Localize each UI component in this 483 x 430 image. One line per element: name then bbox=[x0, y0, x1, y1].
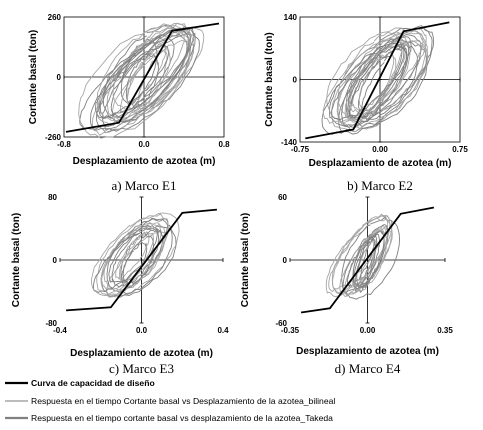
hysteresis-loop bbox=[90, 26, 196, 131]
chart-panel-2: -0.75 0.00 0.75 140 0 -140 Desplazamiento de a… bbox=[264, 13, 468, 193]
hysteresis-loop bbox=[96, 212, 180, 297]
y-tick-label: -60 bbox=[275, 319, 287, 328]
hysteresis-loop bbox=[93, 218, 169, 293]
x-tick-label: 0.0 bbox=[136, 326, 148, 335]
hysteresis-loop bbox=[122, 227, 164, 286]
chart-panel-3: -0.4 0.0 0.4 80 0 -80 Desplazamiento de azotea… bbox=[11, 193, 229, 376]
x-axis-label: Desplazamiento de azotea (m) bbox=[70, 348, 213, 359]
x-axis-label: Desplazamiento de azotea (m) bbox=[309, 158, 452, 169]
y-axis-label: Cortante basal (ton) bbox=[240, 213, 251, 307]
x-tick-label: 0.75 bbox=[452, 145, 468, 154]
x-tick-label: -0.4 bbox=[53, 326, 67, 335]
hysteresis-loop bbox=[331, 217, 393, 296]
hysteresis-loop bbox=[100, 222, 166, 295]
capacity-curve bbox=[305, 21, 450, 140]
hysteresis-loop bbox=[127, 48, 171, 113]
x-tick-label: -0.75 bbox=[291, 145, 310, 154]
hysteresis-loop bbox=[111, 227, 160, 288]
hysteresis-loops bbox=[90, 212, 180, 298]
legend-label: Curva de capacidad de diseño bbox=[31, 378, 155, 388]
hysteresis-loop bbox=[344, 224, 389, 297]
panel-caption: d) Marco E4 bbox=[335, 361, 401, 376]
hysteresis-loop bbox=[352, 235, 376, 287]
hysteresis-loop bbox=[79, 29, 191, 130]
hysteresis-loop bbox=[347, 41, 405, 119]
hysteresis-loop bbox=[332, 213, 391, 295]
y-tick-label: 0 bbox=[53, 256, 58, 265]
hysteresis-loop bbox=[111, 40, 195, 124]
hysteresis-loops bbox=[78, 22, 205, 139]
panel-caption: a) Marco E1 bbox=[112, 178, 177, 193]
hysteresis-loop bbox=[337, 31, 411, 117]
chart-panel-4: -0.35 0.00 0.35 60 0 -60 Desplazamiento de azo… bbox=[240, 193, 453, 376]
capacity-curve bbox=[65, 22, 220, 133]
hysteresis-loops bbox=[325, 213, 400, 300]
legend-label: Respuesta en el tiempo cortante basal vs… bbox=[31, 413, 333, 423]
y-tick-label: 0 bbox=[293, 76, 298, 85]
x-axis-label: Desplazamiento de azotea (m) bbox=[73, 156, 216, 167]
x-tick-label: 0.4 bbox=[217, 326, 229, 335]
x-tick-label: -0.35 bbox=[281, 326, 300, 335]
hysteresis-loop bbox=[125, 52, 159, 110]
capacity-curve bbox=[66, 208, 217, 312]
x-tick-label: -0.8 bbox=[57, 140, 71, 149]
x-tick-label: 0.00 bbox=[360, 326, 376, 335]
y-tick-label: -140 bbox=[281, 138, 298, 147]
y-tick-label: 260 bbox=[48, 13, 62, 22]
hysteresis-loop bbox=[342, 233, 378, 294]
hysteresis-loop bbox=[336, 39, 429, 130]
x-tick-label: 0.00 bbox=[372, 145, 388, 154]
y-tick-label: 60 bbox=[278, 193, 287, 202]
hysteresis-loop bbox=[328, 25, 433, 128]
panel-caption: b) Marco E2 bbox=[347, 178, 413, 193]
y-axis-label: Cortante basal (ton) bbox=[11, 213, 22, 307]
x-tick-label: 0.8 bbox=[218, 140, 230, 149]
hysteresis-loop bbox=[331, 36, 412, 121]
hysteresis-loop bbox=[330, 39, 427, 133]
hysteresis-loop bbox=[96, 23, 194, 122]
y-tick-label: 0 bbox=[57, 73, 62, 82]
capacity-curve bbox=[300, 206, 435, 314]
legend: Curva de capacidad de diseño Respuesta en… bbox=[5, 378, 335, 423]
x-axis-label: Desplazamiento de azotea (m) bbox=[296, 346, 439, 357]
hysteresis-loop bbox=[78, 25, 191, 139]
hysteresis-loop bbox=[349, 46, 407, 120]
legend-label: Respuesta en el tiempo Cortante basal vs… bbox=[31, 396, 335, 406]
hysteresis-loop bbox=[358, 52, 397, 113]
hysteresis-loop bbox=[321, 34, 422, 135]
hysteresis-loop bbox=[115, 230, 150, 280]
y-tick-label: 80 bbox=[48, 193, 57, 202]
y-tick-label: 140 bbox=[284, 13, 298, 22]
hysteresis-loops bbox=[321, 25, 435, 135]
y-tick-label: 0 bbox=[283, 256, 288, 265]
hysteresis-loop bbox=[356, 230, 385, 290]
chart-panel-1: -0.8 0.0 0.8 260 0 -260 Desplazamiento de azot… bbox=[28, 13, 230, 193]
panel-caption: c) Marco E3 bbox=[109, 361, 174, 376]
y-tick-label: -80 bbox=[45, 319, 57, 328]
y-tick-label: -260 bbox=[45, 133, 62, 142]
y-axis-label: Cortante basal (ton) bbox=[28, 30, 39, 124]
hysteresis-loop bbox=[101, 33, 200, 132]
x-tick-label: 0.0 bbox=[138, 140, 150, 149]
y-axis-label: Cortante basal (ton) bbox=[264, 32, 275, 126]
x-tick-label: 0.35 bbox=[437, 326, 453, 335]
hysteresis-loop bbox=[341, 216, 400, 300]
